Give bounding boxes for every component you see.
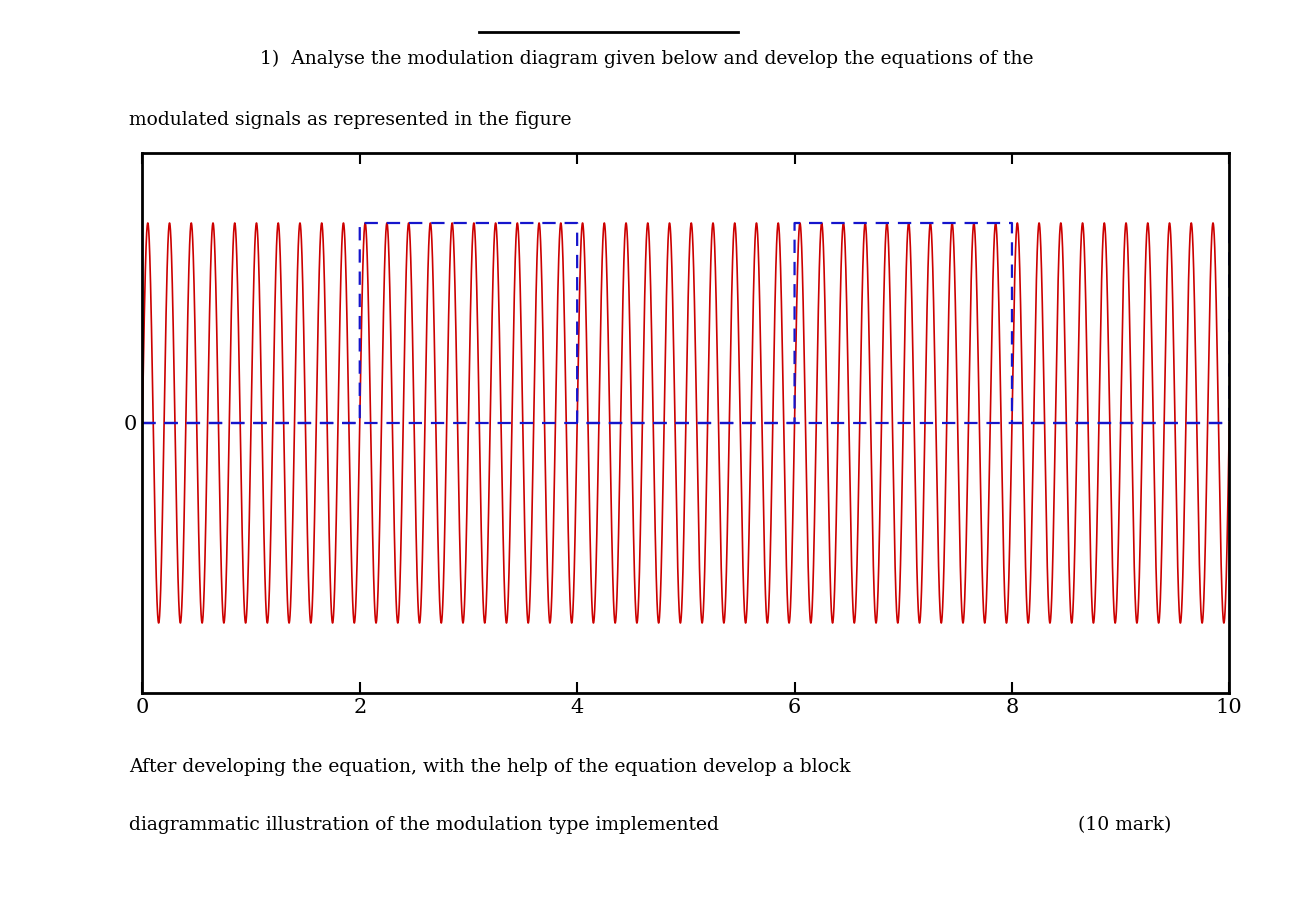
Text: modulated signals as represented in the figure: modulated signals as represented in the … — [129, 111, 572, 129]
Text: 1)  Analyse the modulation diagram given below and develop the equations of the: 1) Analyse the modulation diagram given … — [260, 50, 1034, 68]
Text: (10 mark): (10 mark) — [1078, 816, 1171, 834]
Text: After developing the equation, with the help of the equation develop a block: After developing the equation, with the … — [129, 758, 851, 776]
Text: diagrammatic illustration of the modulation type implemented: diagrammatic illustration of the modulat… — [129, 816, 719, 834]
